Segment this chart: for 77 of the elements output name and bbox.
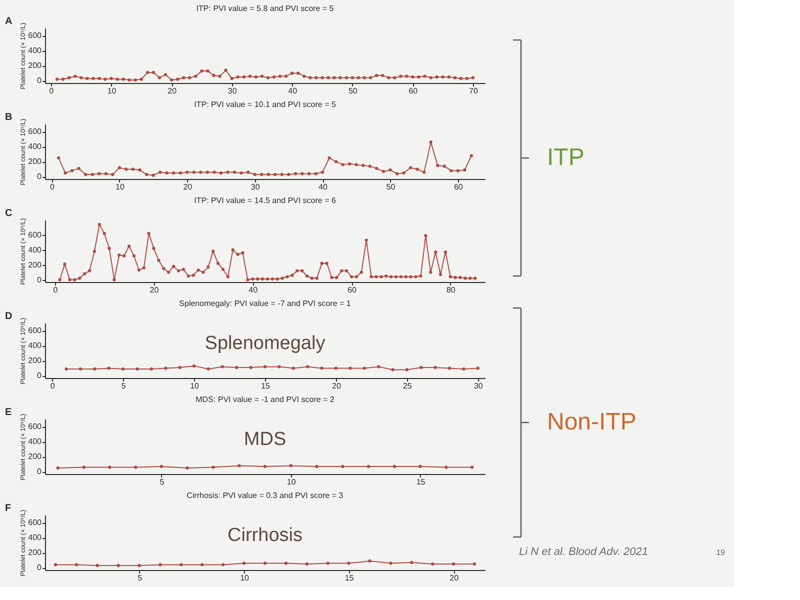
text: 19 [716,548,726,557]
x-tick-label: 30 [474,382,484,390]
x-tick-label: 20 [450,574,460,582]
y-tick-label: 600 [28,518,42,528]
x-tick-label: 10 [116,182,125,192]
x-tick-label: 20 [332,382,342,390]
text: Li N et al. Blood Adv. 2021 [519,546,648,558]
y-tick-label: 0 [37,275,42,284]
x-tick-label: 10 [107,86,117,96]
y-tick-label: 0 [37,371,42,380]
x-tick-label: 0 [50,182,56,192]
x-tick-label: 70 [468,86,478,96]
x-tick-label: 10 [240,574,250,582]
x-tick-label: 0 [49,86,54,96]
x-tick-label: 20 [168,86,178,96]
x-tick-label: 15 [344,574,354,582]
y-tick-label: 0 [37,563,42,572]
chart-title: ITP: PVI value = 5.8 and PVI score = 5 [196,4,334,13]
x-tick-label: 10 [190,382,200,390]
y-tick-label: 200 [28,61,42,70]
x-tick-label: 25 [402,382,412,390]
x-tick-label: 50 [348,86,358,96]
x-tick-label: 50 [386,182,396,192]
y-tick-label: 600 [28,127,42,136]
y-tick-label: 400 [28,46,42,56]
x-tick-label: 60 [454,182,464,192]
x-tick-label: 10 [286,478,296,486]
chart-title: Splenomegaly: PVI value = -7 and PVI score = 1 [179,299,352,308]
y-tick-label: 600 [28,326,42,336]
y-tick-label: 600 [28,230,42,240]
text: D [5,311,12,322]
x-tick-label: 5 [121,382,126,390]
x-tick-label: 40 [318,182,328,192]
text: ITP [547,144,584,171]
y-tick-label: 200 [28,356,42,366]
y-tick-label: 400 [28,341,42,350]
x-tick-label: 0 [53,286,58,294]
y-tick-label: 200 [28,260,42,270]
x-tick-label: 20 [183,182,193,192]
x-tick-label: 5 [138,574,143,582]
x-tick-label: 40 [248,286,258,294]
x-tick-label: 5 [160,478,165,486]
x-tick-label: 20 [150,286,160,294]
text: F [5,503,12,514]
x-tick-label: 30 [250,182,260,192]
text: A [5,16,12,27]
y-tick-label: 400 [28,142,42,152]
chart-title: ITP: PVI value = 10.1 and PVI score = 5 [194,100,336,109]
chart-title: MDS: PVI value = -1 and PVI score = 2 [196,395,335,404]
y-tick-label: 0 [37,76,42,86]
y-tick-label: 0 [37,172,42,182]
y-tick-label: 400 [28,245,42,254]
x-tick-label: 15 [261,382,270,390]
text: B [5,112,12,123]
y-tick-label: 200 [28,548,42,558]
y-tick-label: 200 [28,157,42,166]
text: E [5,407,12,418]
text: C [5,208,12,219]
x-tick-label: 0 [50,382,56,390]
y-tick-label: 600 [28,31,42,40]
text: Non-ITP [547,408,636,436]
x-tick-label: 30 [228,86,238,96]
x-tick-label: 80 [446,286,456,294]
y-tick-label: 0 [37,467,42,476]
y-tick-label: 400 [28,533,42,542]
y-tick-label: 200 [28,452,42,462]
x-tick-label: 60 [348,286,358,294]
chart-title: ITP: PVI value = 14.5 and PVI score = 6 [194,196,336,205]
chart-title: Cirrhosis: PVI value = 0.3 and PVI score = 3 [186,491,344,500]
x-tick-label: 60 [408,86,418,96]
annotation: MDS [244,428,286,450]
y-tick-label: 600 [28,422,42,432]
x-tick-label: 15 [416,478,426,486]
x-tick-label: 40 [288,86,298,96]
annotation: Cirrhosis [228,524,302,546]
annotation: Splenomegaly [204,332,326,354]
y-tick-label: 400 [28,437,42,446]
